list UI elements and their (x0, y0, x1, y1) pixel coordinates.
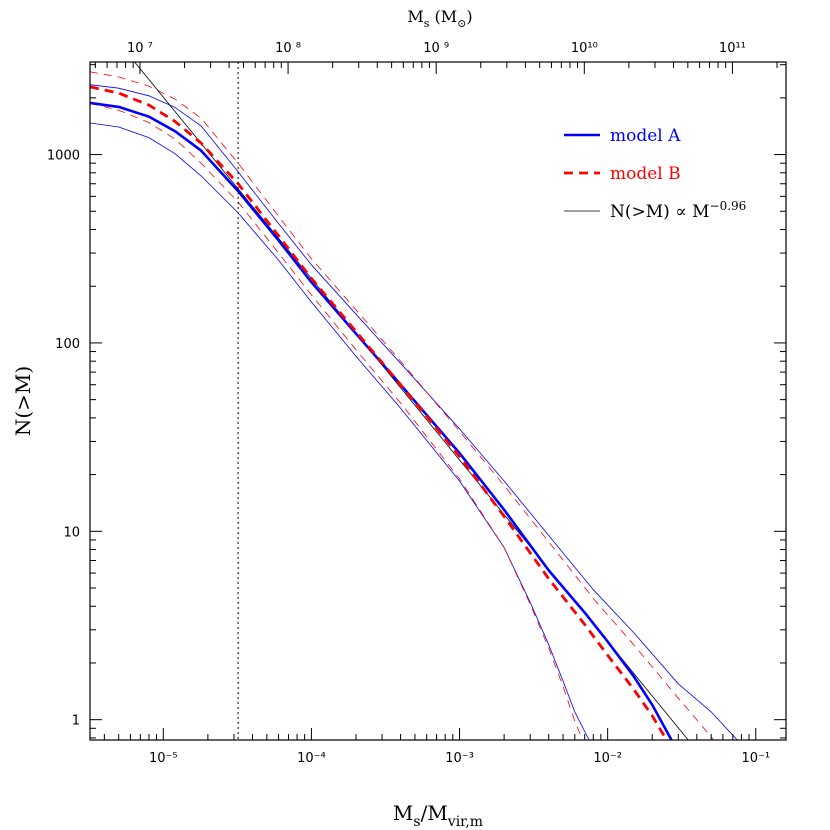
tick-labels: 10⁻⁵ 10⁻⁴ 10⁻³ 10⁻² 10⁻¹ 1 10 100 1000 10 ⁷ 10 ⁸ 10… (47, 41, 770, 766)
top-tick-label: 10¹⁰ (571, 41, 598, 56)
y-axis-label: N(>M) (11, 366, 35, 436)
series-model-b (90, 85, 668, 740)
x-axis-label: Ms/Mvir,m (393, 801, 483, 830)
x-tick-label: 10⁻³ (445, 751, 474, 766)
y-tick-label: 1000 (47, 149, 80, 164)
series-model-a-upper (90, 84, 738, 740)
top-tick-label: 10 ⁸ (275, 41, 301, 56)
series-model-a (90, 101, 673, 740)
top-tick-label: 10 ⁷ (127, 41, 153, 56)
x-tick-label: 10⁻⁵ (149, 751, 178, 766)
y-tick-label: 10 (63, 525, 80, 540)
axis-ticks (90, 62, 786, 740)
plot-frame (89, 61, 787, 741)
series-model-b-lower (90, 103, 584, 740)
x-tick-label: 10⁻⁴ (297, 751, 326, 766)
y-tick-label: 1 (72, 714, 80, 729)
top-tick-label: 10 ⁹ (423, 41, 449, 56)
legend: model A model B N(>M) ∝ M−0.96 (564, 126, 746, 222)
series-group (90, 62, 738, 740)
x-tick-label: 10⁻² (593, 751, 622, 766)
legend-label-model-b: model B (610, 164, 681, 184)
y-tick-label: 100 (55, 337, 80, 352)
top-tick-label: 10¹¹ (719, 41, 746, 56)
x-tick-label: 10⁻¹ (741, 751, 770, 766)
series-model-a-lower (90, 122, 590, 740)
top-axis-label: Ms (M⊙) (407, 7, 472, 30)
legend-label-model-a: model A (610, 126, 681, 146)
series-model-b-upper (90, 71, 715, 740)
legend-label-power-law: N(>M) ∝ M−0.96 (610, 199, 746, 222)
